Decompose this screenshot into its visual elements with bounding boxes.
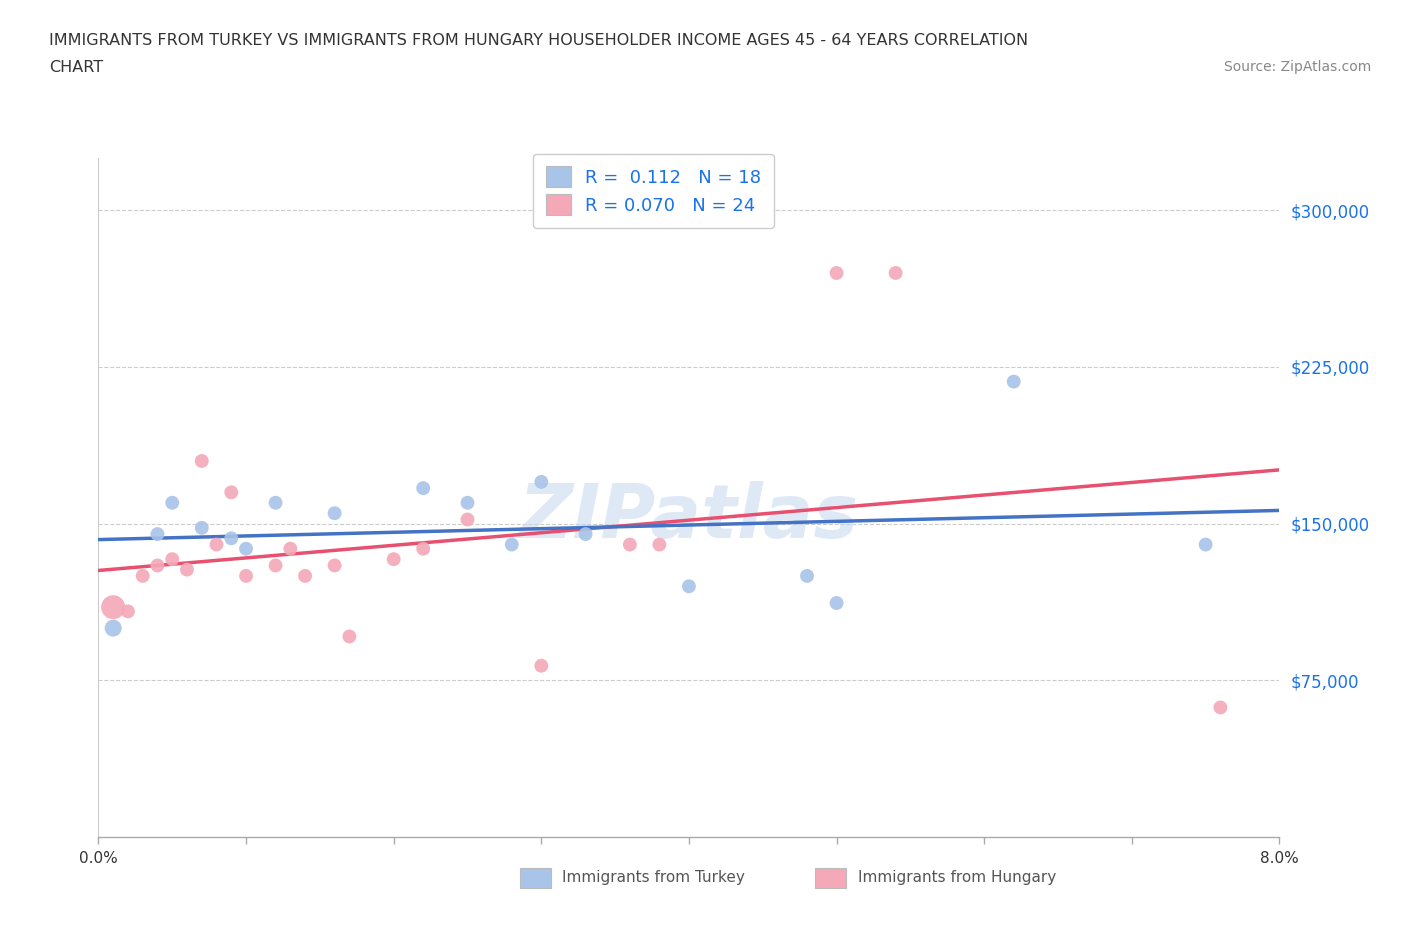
Point	[1209, 700, 1232, 715]
Point	[323, 506, 346, 521]
Point	[146, 526, 169, 541]
Point	[132, 568, 155, 583]
Point	[278, 541, 302, 556]
Point	[648, 538, 671, 552]
Legend: R =  0.112   N = 18, R = 0.070   N = 24: R = 0.112 N = 18, R = 0.070 N = 24	[533, 153, 775, 228]
Point	[219, 531, 242, 546]
Point	[264, 496, 287, 511]
Text: ZIPatlas: ZIPatlas	[519, 482, 859, 554]
Point	[191, 521, 214, 536]
Point	[412, 481, 434, 496]
Point	[796, 568, 818, 583]
Text: Immigrants from Hungary: Immigrants from Hungary	[858, 870, 1056, 885]
Point	[456, 512, 478, 527]
Point	[884, 266, 907, 281]
Point	[530, 658, 553, 673]
Point	[117, 604, 139, 618]
Point	[1194, 538, 1216, 552]
Point	[825, 266, 848, 281]
Point	[162, 551, 183, 566]
Point	[264, 558, 287, 573]
Point	[146, 558, 169, 573]
Point	[501, 538, 523, 552]
Point	[619, 538, 641, 552]
Point	[219, 485, 242, 499]
Point	[103, 600, 125, 615]
Point	[205, 538, 228, 552]
Text: Source: ZipAtlas.com: Source: ZipAtlas.com	[1223, 60, 1371, 74]
Point	[678, 578, 700, 593]
Point	[412, 541, 434, 556]
Text: Immigrants from Turkey: Immigrants from Turkey	[562, 870, 745, 885]
Point	[323, 558, 346, 573]
Point	[176, 562, 198, 577]
Point	[530, 474, 553, 489]
Point	[235, 541, 257, 556]
Text: CHART: CHART	[49, 60, 103, 75]
Point	[1002, 374, 1025, 389]
Point	[337, 629, 360, 644]
Point	[382, 551, 405, 566]
Point	[294, 568, 316, 583]
Point	[235, 568, 257, 583]
Point	[191, 454, 214, 469]
Point	[162, 496, 183, 511]
Point	[103, 620, 125, 635]
Point	[574, 526, 596, 541]
Point	[825, 595, 848, 610]
Point	[456, 496, 478, 511]
Text: IMMIGRANTS FROM TURKEY VS IMMIGRANTS FROM HUNGARY HOUSEHOLDER INCOME AGES 45 - 6: IMMIGRANTS FROM TURKEY VS IMMIGRANTS FRO…	[49, 33, 1028, 47]
